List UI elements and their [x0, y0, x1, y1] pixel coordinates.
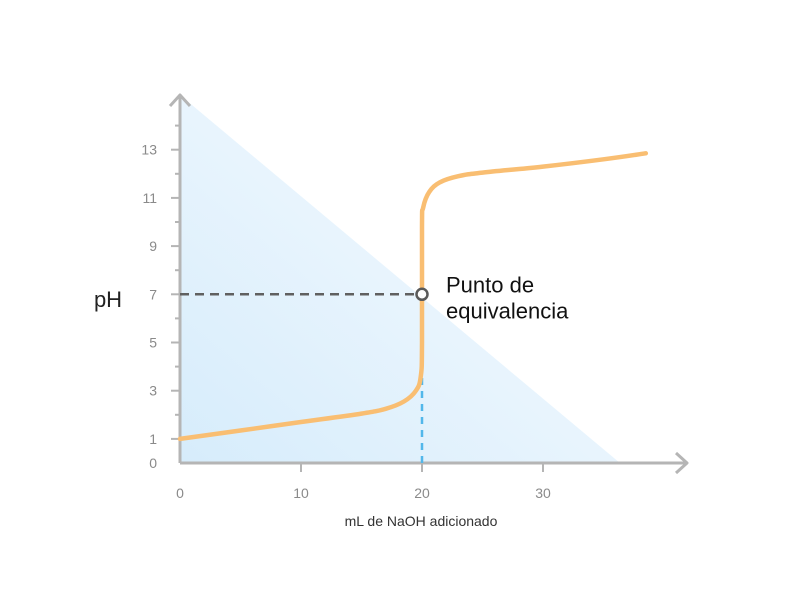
- background-shading: [180, 95, 620, 463]
- y-tick-label: 13: [141, 142, 157, 158]
- y-tick-label: 11: [142, 190, 157, 206]
- y-tick-label: 9: [149, 238, 157, 254]
- y-axis-title: pH: [94, 287, 122, 312]
- y-tick-label: 1: [149, 431, 157, 447]
- y-tick-label: 5: [149, 335, 157, 351]
- guide-lines: [180, 293, 424, 463]
- x-tick-label: 10: [293, 485, 309, 501]
- equivalence-point-marker: [415, 287, 429, 302]
- x-axis-title: mL de NaOH adicionado: [345, 513, 498, 529]
- titration-curve: [177, 151, 649, 442]
- y-tick-label: 7: [149, 286, 157, 302]
- x-ticks: 0 10 20 30: [176, 463, 551, 501]
- y-axis-arrow-icon: [168, 93, 192, 108]
- equivalence-label-line: equivalencia: [446, 298, 569, 323]
- x-axis-arrow-icon: [674, 451, 689, 475]
- axes: [168, 93, 689, 475]
- y-tick-label: 0: [149, 455, 157, 471]
- equivalence-label-line: Punto de: [446, 272, 534, 297]
- minor-ticks: [175, 124, 180, 416]
- x-tick-label: 0: [176, 485, 184, 501]
- x-tick-label: 20: [414, 485, 430, 501]
- equivalence-point-label: Punto de equivalencia: [446, 272, 569, 323]
- x-tick-label: 30: [535, 485, 551, 501]
- y-tick-label: 3: [149, 383, 157, 399]
